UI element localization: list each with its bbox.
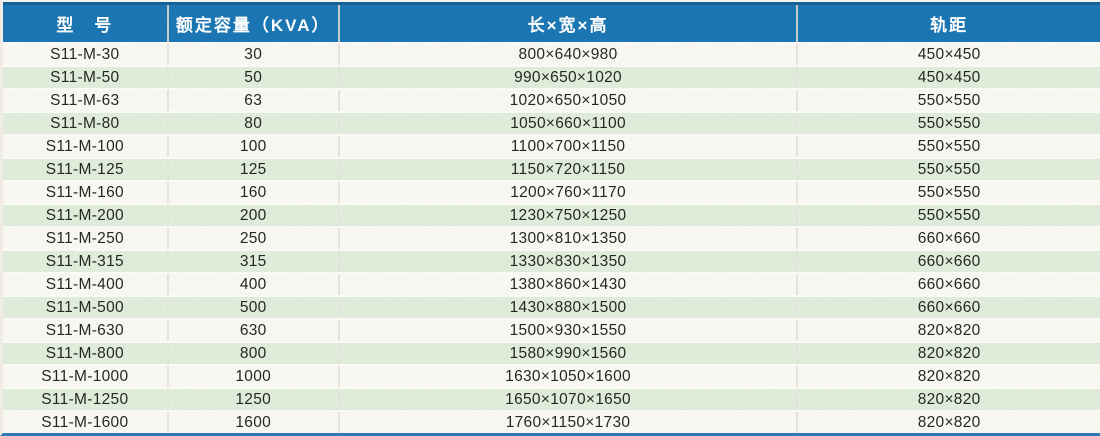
cell-gauge: 660×660 [917, 229, 981, 247]
cell-dimensions: 1200×760×1170 [340, 182, 799, 203]
cell-gauge: 820×820 [917, 367, 981, 385]
cell-capacity: 100 [169, 136, 340, 157]
table-body: S11-M-30 30 800×640×980 450×450 S11-M-50 50 99… [3, 42, 1100, 433]
cell-capacity: 400 [169, 274, 340, 295]
cell-gauge: 660×660 [917, 252, 981, 270]
cell-capacity: 160 [169, 182, 340, 203]
cell-gauge: 450×450 [917, 68, 981, 86]
table-row: S11-M-1000 1000 1630×1050×1600 820×820 [3, 364, 1100, 387]
header-gauge: 轨距 [930, 16, 969, 35]
table-row: S11-M-63 63 1020×650×1050 550×550 [3, 88, 1100, 111]
cell-dimensions: 990×650×1020 [340, 67, 799, 88]
cell-model: S11-M-1000 [3, 366, 169, 387]
table-header-row: 型 号 额定容量（KVA） 长×宽×高 轨距 [3, 2, 1100, 42]
cell-dimensions: 1500×930×1550 [340, 320, 799, 341]
table-row: S11-M-50 50 990×650×1020 450×450 [3, 65, 1100, 88]
cell-gauge: 550×550 [917, 114, 981, 132]
cell-dimensions: 1430×880×1500 [340, 297, 799, 318]
cell-dimensions: 1050×660×1100 [340, 113, 799, 134]
cell-dimensions: 1380×860×1430 [340, 274, 799, 295]
cell-dimensions: 1300×810×1350 [340, 228, 799, 249]
table-row: S11-M-250 250 1300×810×1350 660×660 [3, 226, 1100, 249]
table-row: S11-M-800 800 1580×990×1560 820×820 [3, 341, 1100, 364]
table-row: S11-M-400 400 1380×860×1430 660×660 [3, 272, 1100, 295]
cell-model: S11-M-30 [3, 44, 169, 65]
table-row: S11-M-1600 1600 1760×1150×1730 820×820 [3, 410, 1100, 433]
cell-dimensions: 1630×1050×1600 [340, 366, 799, 387]
cell-dimensions: 1760×1150×1730 [340, 412, 799, 433]
cell-model: S11-M-1250 [3, 389, 169, 410]
cell-model: S11-M-50 [3, 67, 169, 88]
cell-dimensions: 1150×720×1150 [340, 159, 799, 180]
cell-capacity: 1250 [169, 389, 340, 410]
table-row: S11-M-125 125 1150×720×1150 550×550 [3, 157, 1100, 180]
cell-gauge: 820×820 [917, 321, 981, 339]
cell-dimensions: 1580×990×1560 [340, 343, 799, 364]
cell-gauge: 550×550 [917, 160, 981, 178]
cell-capacity: 50 [169, 67, 340, 88]
cell-dimensions: 800×640×980 [340, 44, 799, 65]
table-row: S11-M-200 200 1230×750×1250 550×550 [3, 203, 1100, 226]
cell-gauge: 450×450 [917, 45, 981, 63]
cell-capacity: 30 [169, 44, 340, 65]
cell-gauge: 820×820 [917, 344, 981, 362]
table-row: S11-M-30 30 800×640×980 450×450 [3, 42, 1100, 65]
cell-capacity: 63 [169, 90, 340, 111]
table-row: S11-M-500 500 1430×880×1500 660×660 [3, 295, 1100, 318]
cell-model: S11-M-125 [3, 159, 169, 180]
cell-capacity: 80 [169, 113, 340, 134]
table-row: S11-M-315 315 1330×830×1350 660×660 [3, 249, 1100, 272]
table-row: S11-M-100 100 1100×700×1150 550×550 [3, 134, 1100, 157]
cell-gauge: 820×820 [917, 390, 981, 408]
table-row: S11-M-630 630 1500×930×1550 820×820 [3, 318, 1100, 341]
header-capacity: 额定容量（KVA） [169, 5, 340, 42]
cell-model: S11-M-500 [3, 297, 169, 318]
cell-model: S11-M-63 [3, 90, 169, 111]
cell-capacity: 500 [169, 297, 340, 318]
cell-gauge: 550×550 [917, 91, 981, 109]
cell-model: S11-M-100 [3, 136, 169, 157]
table-row: S11-M-1250 1250 1650×1070×1650 820×820 [3, 387, 1100, 410]
cell-dimensions: 1020×650×1050 [340, 90, 799, 111]
cell-capacity: 250 [169, 228, 340, 249]
cell-capacity: 800 [169, 343, 340, 364]
cell-gauge: 550×550 [917, 206, 981, 224]
cell-model: S11-M-315 [3, 251, 169, 272]
cell-dimensions: 1330×830×1350 [340, 251, 799, 272]
cell-capacity: 630 [169, 320, 340, 341]
table-row: S11-M-80 80 1050×660×1100 550×550 [3, 111, 1100, 134]
header-model: 型 号 [3, 5, 169, 42]
header-dimensions: 长×宽×高 [340, 5, 799, 42]
cell-model: S11-M-400 [3, 274, 169, 295]
cell-capacity: 125 [169, 159, 340, 180]
cell-gauge: 660×660 [917, 275, 981, 293]
cell-model: S11-M-1600 [3, 412, 169, 433]
cell-dimensions: 1100×700×1150 [340, 136, 799, 157]
cell-capacity: 1000 [169, 366, 340, 387]
cell-model: S11-M-630 [3, 320, 169, 341]
cell-capacity: 200 [169, 205, 340, 226]
cell-capacity: 1600 [169, 412, 340, 433]
cell-model: S11-M-800 [3, 343, 169, 364]
table-row: S11-M-160 160 1200×760×1170 550×550 [3, 180, 1100, 203]
cell-model: S11-M-80 [3, 113, 169, 134]
cell-gauge: 820×820 [917, 413, 981, 431]
cell-gauge: 550×550 [917, 183, 981, 201]
cell-model: S11-M-160 [3, 182, 169, 203]
cell-gauge: 550×550 [917, 137, 981, 155]
cell-model: S11-M-250 [3, 228, 169, 249]
cell-dimensions: 1230×750×1250 [340, 205, 799, 226]
cell-dimensions: 1650×1070×1650 [340, 389, 799, 410]
cell-capacity: 315 [169, 251, 340, 272]
cell-model: S11-M-200 [3, 205, 169, 226]
cell-gauge: 660×660 [917, 298, 981, 316]
